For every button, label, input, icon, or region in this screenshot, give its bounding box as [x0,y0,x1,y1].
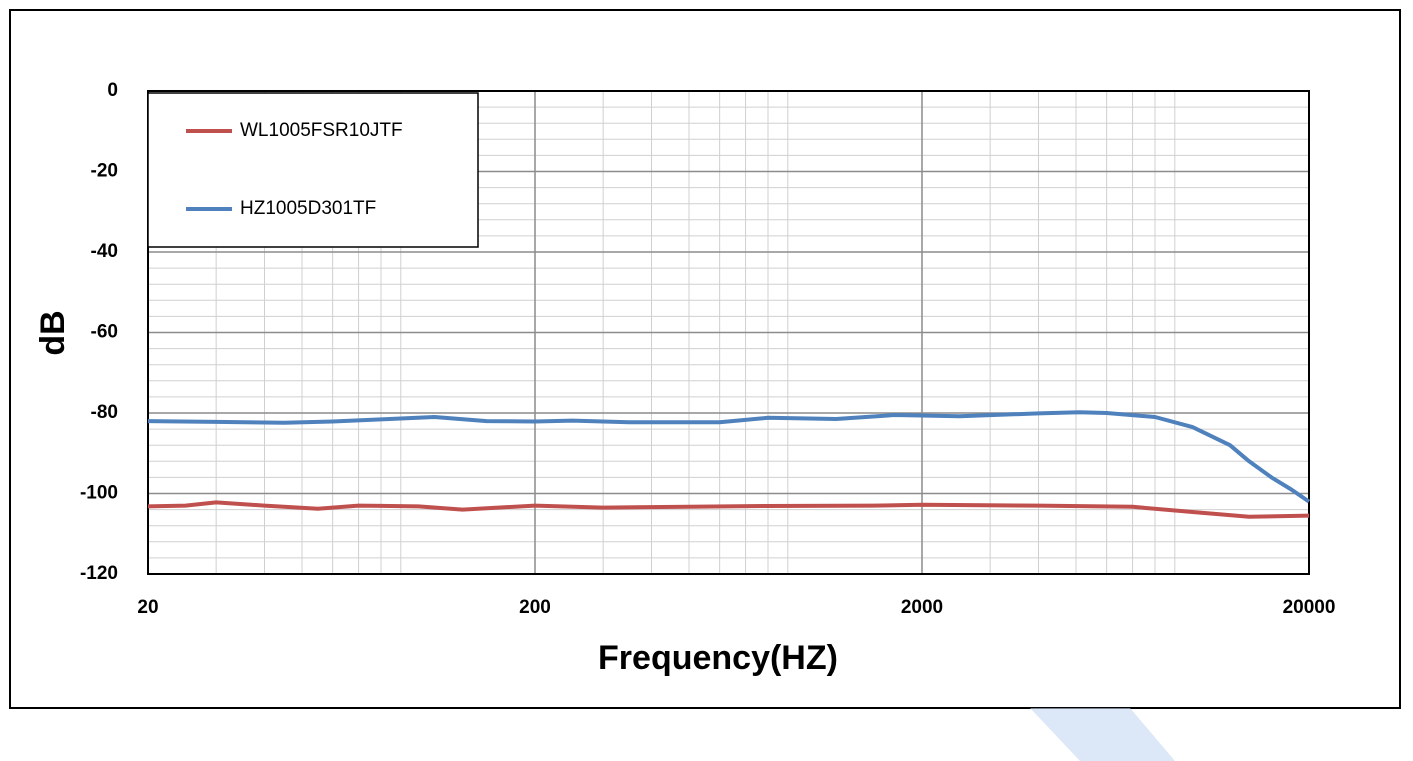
y-tick-label: -20 [91,161,118,182]
y-tick-label: -60 [91,322,118,343]
watermark [1030,708,1175,761]
x-tick-label: 20000 [1283,597,1336,618]
x-tick-label: 200 [519,597,551,618]
plot-border [147,90,1310,575]
legend-box [147,92,479,248]
series-line [147,500,1310,519]
x-tick-label: 20 [137,597,158,618]
x-tick-label: 2000 [901,597,943,618]
y-tick-label: -40 [91,241,118,262]
legend-label: HZ1005D301TF [240,198,376,219]
series-line [147,410,1311,504]
y-tick-label: 0 [107,80,118,101]
legend-label: WL1005FSR10JTF [240,120,403,141]
y-tick-label: -120 [80,563,118,584]
y-axis-title: dB [34,310,72,355]
x-axis-title: Frequency(HZ) [598,639,838,677]
y-tick-label: -100 [80,483,118,504]
y-tick-label: -80 [91,402,118,423]
